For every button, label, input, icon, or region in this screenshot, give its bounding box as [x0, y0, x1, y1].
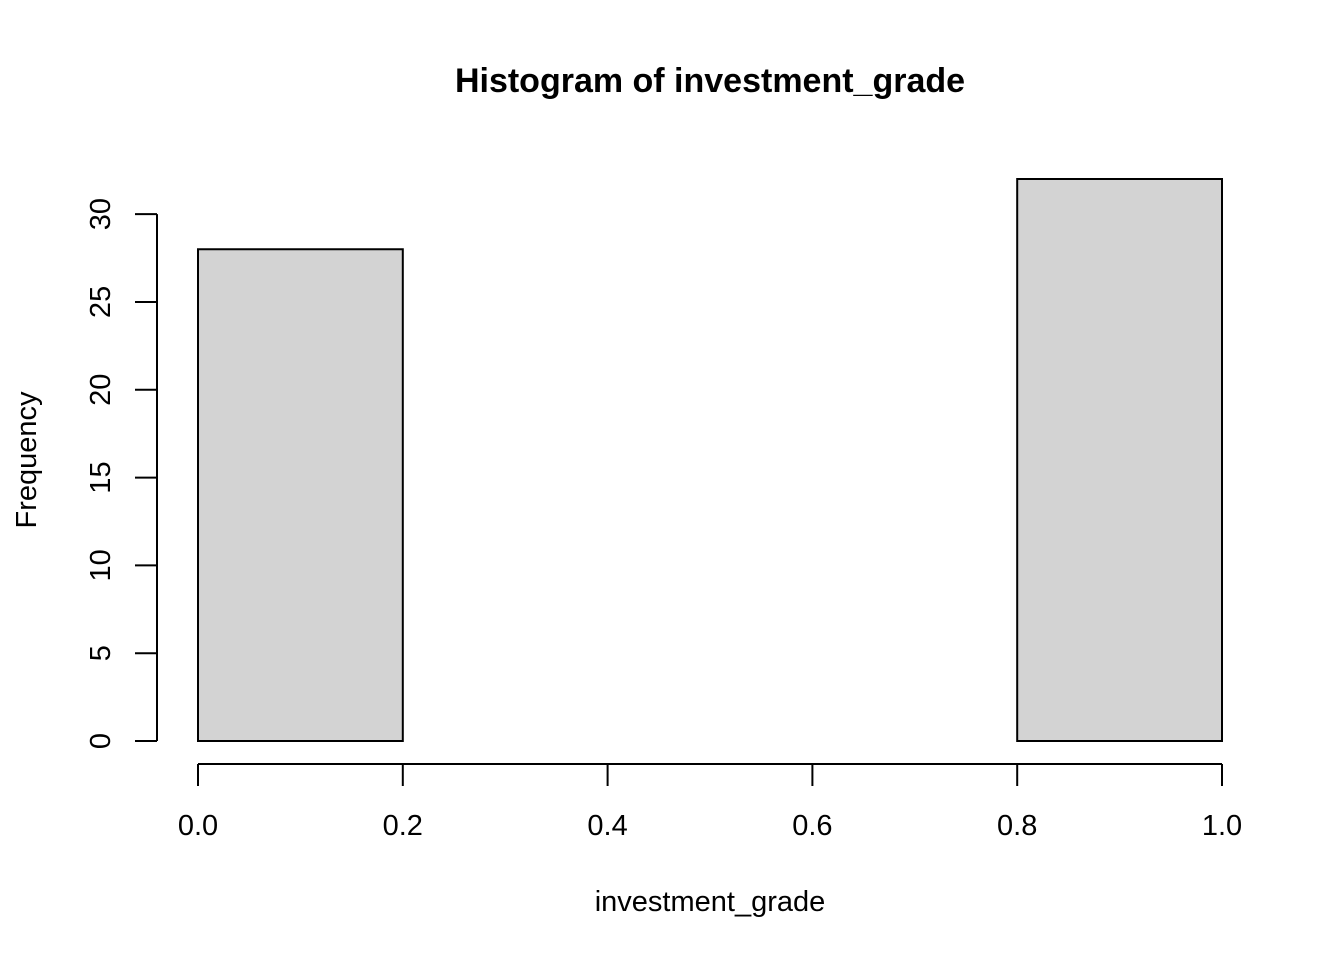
y-tick-label: 30: [85, 198, 117, 230]
y-tick-label: 10: [85, 549, 117, 581]
y-tick-label: 20: [85, 374, 117, 406]
x-tick-label: 1.0: [1202, 810, 1242, 842]
x-tick-label: 0.4: [587, 810, 627, 842]
bars-group: [197, 178, 1224, 742]
y-axis: 0 5 10 15 20 25 30: [85, 198, 158, 749]
y-tick-label: 25: [85, 286, 117, 318]
histogram-bar: [197, 248, 404, 742]
y-tick-label: 0: [85, 733, 117, 749]
histogram-bar: [1016, 178, 1224, 742]
chart-title: Histogram of investment_grade: [455, 62, 965, 100]
y-axis-label: Frequency: [11, 391, 43, 529]
x-tick-label: 0.2: [383, 810, 423, 842]
y-tick-label: 15: [85, 461, 117, 493]
y-tick-label: 5: [85, 645, 117, 661]
x-tick-label: 0.6: [792, 810, 832, 842]
x-tick-label: 0.8: [997, 810, 1037, 842]
x-tick-label: 0.0: [178, 810, 218, 842]
x-axis: 0.0 0.2 0.4 0.6 0.8 1.0: [178, 763, 1242, 842]
x-axis-label: investment_grade: [595, 886, 826, 918]
